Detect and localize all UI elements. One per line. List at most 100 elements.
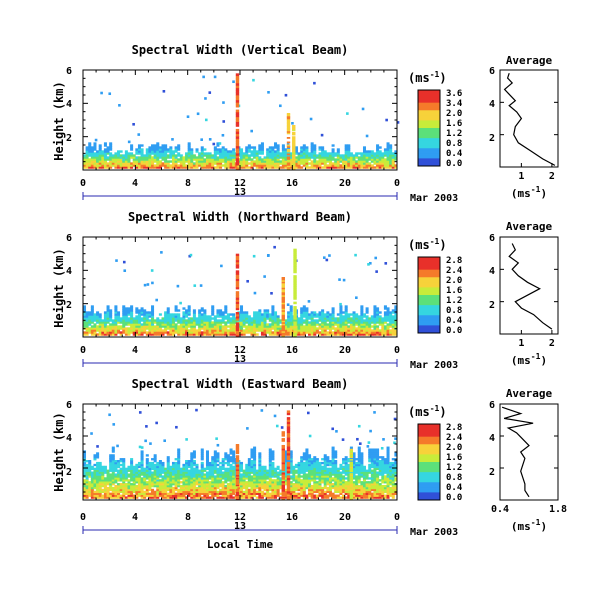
- heatmap-cell: [326, 477, 330, 480]
- heatmap-cell: [216, 152, 220, 155]
- heatmap-cell: [268, 148, 272, 151]
- heatmap-cell: [174, 484, 178, 488]
- heatmap-spike: [281, 307, 285, 309]
- heatmap-cell: [224, 488, 228, 492]
- heatmap-cell: [342, 323, 346, 326]
- heatmap-cell: [315, 156, 319, 159]
- heatmap-cell: [268, 494, 272, 497]
- heatmap-cell: [260, 477, 264, 480]
- heatmap-cell: [260, 144, 264, 147]
- heatmap-cell: [174, 465, 178, 469]
- heatmap-cell: [216, 456, 220, 459]
- heatmap-cell: [383, 311, 387, 314]
- heatmap-cell: [360, 475, 364, 478]
- heatmap-cell: [255, 333, 259, 336]
- heatmap-cell: [122, 166, 126, 169]
- heatmap-cell: [260, 490, 264, 494]
- heatmap-cell: [381, 162, 385, 165]
- heatmap-cell: [137, 327, 141, 330]
- colorbar-segment: [418, 289, 440, 293]
- heatmap-cell: [90, 483, 94, 486]
- heatmap-cell: [135, 492, 139, 495]
- heatmap-cell: [245, 164, 249, 167]
- colorbar-segment: [418, 284, 440, 288]
- heatmap-cell: [169, 484, 173, 488]
- heatmap-cell: [135, 331, 139, 334]
- heatmap-cell: [137, 152, 141, 155]
- heatmap-cell: [274, 490, 278, 494]
- heatmap-cell: [274, 481, 278, 484]
- colorbar-segment: [418, 133, 440, 136]
- heatmap-cell: [240, 481, 244, 484]
- heatmap-cell: [373, 321, 377, 324]
- heatmap-cell: [158, 473, 162, 476]
- heatmap-cell: [143, 475, 147, 478]
- heatmap-cell: [365, 327, 369, 330]
- heatmap-cell: [140, 150, 144, 153]
- heatmap-cell: [250, 152, 254, 155]
- heatmap-cell: [161, 486, 165, 490]
- heatmap-spike: [281, 320, 285, 323]
- heatmap-cell: [117, 475, 121, 478]
- heatmap-cell: [279, 473, 283, 476]
- heatmap-cell: [253, 164, 257, 167]
- heatmap-cell: [143, 479, 147, 482]
- heatmap-cell: [360, 467, 364, 470]
- heatmap-cell: [313, 154, 317, 157]
- heatmap-cell: [166, 315, 170, 318]
- heatmap-cell: [361, 107, 365, 111]
- heatmap-cell: [200, 471, 204, 474]
- heatmap-cell: [255, 496, 259, 499]
- heatmap-cell: [357, 450, 361, 453]
- heatmap-cell: [114, 331, 118, 334]
- heatmap-cell: [164, 160, 168, 163]
- colorbar-segment: [418, 327, 440, 331]
- heatmap-cell: [268, 158, 272, 161]
- heatmap-cell: [305, 484, 309, 488]
- heatmap-cell: [221, 327, 225, 330]
- heatmap-cell: [373, 319, 377, 322]
- heatmap-spike: [293, 261, 297, 265]
- heatmap-cell: [368, 321, 372, 324]
- heatmap-cell: [132, 473, 136, 476]
- heatmap-cell: [213, 486, 217, 490]
- heatmap-cell: [294, 166, 298, 169]
- average-line: [508, 243, 553, 330]
- heatmap-cell: [287, 323, 291, 326]
- heatmap-cell: [305, 463, 309, 467]
- heatmap-cell: [101, 162, 105, 165]
- heatmap-cell: [151, 483, 155, 486]
- heatmap-cell: [166, 492, 170, 495]
- heatmap-cell: [137, 484, 141, 488]
- heatmap-cell: [250, 461, 254, 465]
- heatmap-cell: [289, 488, 293, 492]
- heatmap-cell: [221, 471, 225, 474]
- heatmap-cell: [334, 333, 338, 336]
- heatmap-spike: [235, 280, 240, 284]
- heatmap-cell: [376, 321, 380, 324]
- heatmap-cell: [140, 164, 144, 167]
- heatmap-cell: [83, 461, 87, 465]
- heatmap-cell: [177, 309, 181, 312]
- heatmap-cell: [357, 475, 361, 478]
- heatmap-cell: [96, 166, 100, 169]
- heatmap-cell: [151, 333, 155, 336]
- heatmap-cell: [174, 494, 178, 497]
- heatmap-cell: [302, 307, 306, 310]
- heatmap-cell: [242, 483, 246, 486]
- heatmap-cell: [308, 158, 312, 161]
- heatmap-cell: [344, 333, 348, 336]
- heatmap-cell: [103, 492, 107, 495]
- heatmap-spike: [235, 328, 240, 332]
- heatmap-cell: [318, 473, 322, 476]
- heatmap-cell: [85, 317, 89, 320]
- heatmap-cell: [101, 156, 105, 159]
- heatmap-cell: [130, 492, 134, 495]
- heatmap-cell: [169, 146, 173, 149]
- heatmap-cell: [101, 329, 105, 332]
- heatmap-cell: [255, 164, 259, 167]
- heatmap-cell: [247, 162, 251, 165]
- heatmap-cell: [342, 164, 346, 167]
- heatmap-cell: [158, 465, 162, 469]
- heatmap-cell: [365, 158, 369, 161]
